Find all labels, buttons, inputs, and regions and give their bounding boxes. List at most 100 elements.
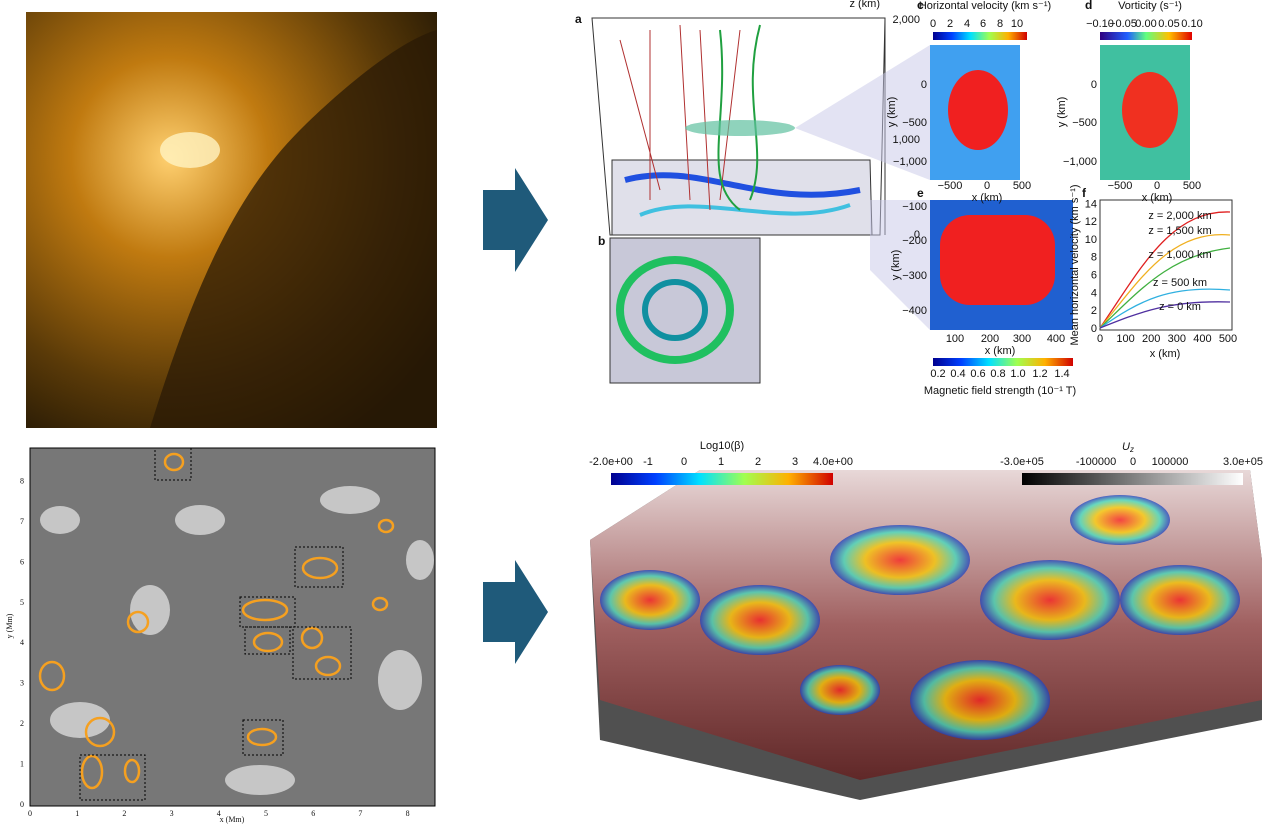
tick-label: 0.00 — [1135, 18, 1156, 30]
tick-label: −0.05 — [1109, 18, 1137, 30]
colorbar — [611, 473, 833, 485]
tick-label: −1,000 — [893, 156, 927, 168]
tick-label: 10 — [1011, 18, 1023, 30]
tick-label: −100 — [902, 201, 927, 213]
tick-label: 2 — [122, 809, 126, 818]
tick-label: −500 — [1108, 180, 1133, 192]
tick-label: 500 — [1183, 180, 1201, 192]
tick-label: 0.10 — [1181, 18, 1202, 30]
tick-label: 100 — [946, 333, 964, 345]
beta-blobs — [600, 495, 1240, 740]
arrow — [483, 560, 548, 664]
x-axis-label: x (km) — [985, 345, 1016, 357]
tick-label: −500 — [938, 180, 963, 192]
tick-label: 400 — [1193, 333, 1211, 345]
tick-label: 5 — [20, 598, 24, 607]
tick-label: 0 — [1154, 180, 1160, 192]
colorbar-title: Horizontal velocity (km s⁻¹) — [919, 0, 1051, 12]
tick-label: 200 — [1142, 333, 1160, 345]
tick-label: 0 — [1091, 79, 1097, 91]
plot-frame — [1099, 199, 1233, 331]
tick-label: 0 — [930, 18, 936, 30]
tick-label: 100 — [1116, 333, 1134, 345]
flare — [160, 132, 220, 168]
colorbar-title: Magnetic field strength (10⁻¹ T) — [924, 385, 1076, 397]
tick-label: 4 — [20, 638, 24, 647]
y-axis-label: Mean horizontal velocity (km s⁻¹) — [1069, 184, 1081, 345]
tick-label: 7 — [20, 517, 24, 526]
tick-label: 1,000 — [892, 134, 920, 146]
curve-label: z = 2,000 km — [1148, 210, 1211, 222]
tick-label: 10 — [1085, 234, 1097, 246]
tick-label: 2 — [947, 18, 953, 30]
arrow — [483, 168, 548, 272]
axis-title: z (km) — [849, 0, 880, 10]
curve-label: z = 1,000 km — [1148, 249, 1211, 261]
panel-label: b — [598, 234, 605, 248]
curve-label: z = 0 km — [1159, 301, 1201, 313]
tick-label: −300 — [902, 270, 927, 282]
y-axis-label: y (Mm) — [5, 613, 14, 638]
tick-label: 0.8 — [990, 368, 1005, 380]
tick-label: 6 — [311, 809, 315, 818]
tick-label: 100000 — [1152, 456, 1189, 468]
tick-label: 1 — [718, 456, 724, 468]
tick-label: 5 — [264, 809, 268, 818]
tick-label: 0 — [921, 79, 927, 91]
tick-label: 2 — [755, 456, 761, 468]
vortex-contours — [38, 452, 395, 790]
tick-label: 0.4 — [950, 368, 965, 380]
tick-label: 8 — [20, 477, 24, 486]
solar-limb — [150, 30, 437, 428]
y-axis-label: y (km) — [1056, 97, 1068, 128]
tick-label: 500 — [1219, 333, 1237, 345]
panel-label: c — [917, 0, 924, 12]
projection — [795, 45, 930, 180]
curve-label: z = 1,500 km — [1148, 225, 1211, 237]
tick-label: 12 — [1085, 216, 1097, 228]
tick-label: 6 — [980, 18, 986, 30]
y-axis-label: y (km) — [886, 97, 898, 128]
tick-label: 14 — [1085, 198, 1097, 210]
velocity-curves — [1099, 211, 1231, 329]
tick-label: 500 — [1013, 180, 1031, 192]
x-axis-label: x (km) — [1150, 348, 1181, 360]
tick-label: 6 — [20, 557, 24, 566]
tick-label: 300 — [1013, 333, 1031, 345]
tick-label: 1 — [20, 759, 24, 768]
colorbar-title: Vorticity (s⁻¹) — [1118, 0, 1182, 12]
tick-label: 6 — [1091, 270, 1097, 282]
tick-label: 7 — [358, 809, 362, 818]
y-axis-label: y (km) — [890, 250, 902, 281]
colorbar — [1100, 32, 1192, 40]
tick-label: 0 — [984, 180, 990, 192]
tick-label: 1.0 — [1010, 368, 1025, 380]
panel-label: a — [575, 12, 582, 26]
tick-label: 400 — [1047, 333, 1065, 345]
tick-label: 0 — [20, 800, 24, 809]
tick-label: 0 — [914, 229, 920, 241]
tick-label: 0 — [681, 456, 687, 468]
tick-label: 3.0e+05 — [1223, 456, 1263, 468]
tick-label: 1.2 — [1032, 368, 1047, 380]
tick-label: 2 — [1091, 305, 1097, 317]
tick-label: 8 — [1091, 252, 1097, 264]
tick-label: 0 — [28, 809, 32, 818]
tick-label: 8 — [997, 18, 1003, 30]
tick-label: 3 — [792, 456, 798, 468]
panel-label: f — [1082, 186, 1087, 200]
region-boxes — [79, 447, 352, 801]
tick-label: −200 — [902, 235, 927, 247]
tick-label: −400 — [902, 305, 927, 317]
simulation-box — [591, 17, 886, 384]
colorbar — [933, 358, 1073, 366]
tick-label: 1 — [75, 809, 79, 818]
tick-label: 0 — [1091, 323, 1097, 335]
tick-label: 8 — [406, 809, 410, 818]
render-surface — [590, 470, 1262, 780]
tick-label: 2,000 — [892, 14, 920, 26]
tick-label: 2 — [20, 719, 24, 728]
tick-label: 300 — [1168, 333, 1186, 345]
tick-label: 4.0e+00 — [813, 456, 853, 468]
panel-label: d — [1085, 0, 1092, 12]
